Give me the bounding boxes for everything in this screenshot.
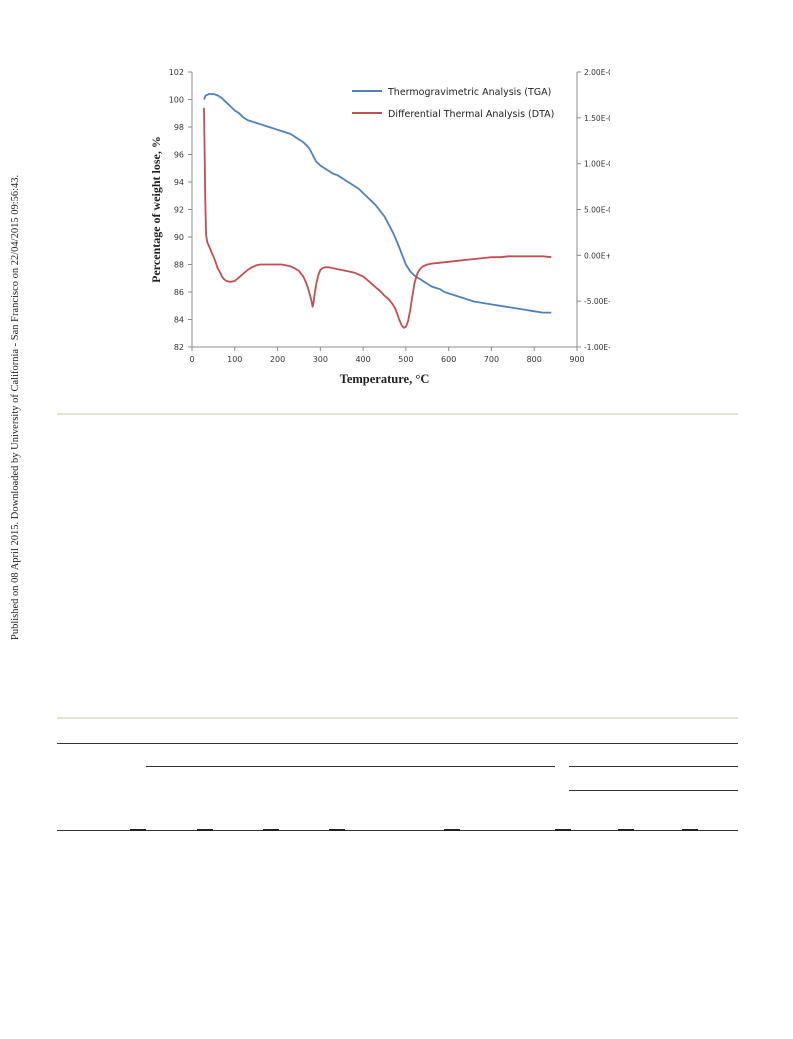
- section-divider-bottom: [57, 717, 738, 719]
- x-tick-label: 200: [270, 355, 285, 364]
- x-tick-label: 400: [355, 355, 370, 364]
- y-right-tick-label: 0.00E+00: [584, 251, 610, 260]
- x-tick-label: 100: [227, 355, 242, 364]
- y-left-tick-label: 86: [174, 288, 184, 297]
- x-tick-label: 900: [569, 355, 584, 364]
- table-column-mark: [329, 829, 345, 831]
- y-left-tick-label: 82: [174, 343, 184, 352]
- y-right-tick-label: 1.50E-02: [584, 114, 610, 123]
- table-column-mark: [682, 829, 698, 831]
- legend-entry-label: Thermogravimetric Analysis (TGA): [387, 87, 551, 98]
- y-left-tick-label: 98: [174, 123, 184, 132]
- x-tick-label: 700: [484, 355, 499, 364]
- y-left-tick-label: 100: [169, 96, 184, 105]
- table-column-mark: [555, 829, 571, 831]
- table-column-mark: [263, 829, 279, 831]
- tga-dta-chart: 0 100 200 300 400 500 600 700 800 900 82 84 86 88 90 92…: [149, 68, 610, 386]
- side-note: Published on 08 April 2015. Downloaded b…: [2, 40, 21, 640]
- y-left-tick-label: 94: [174, 178, 184, 187]
- y-left-tick-label: 102: [169, 68, 184, 77]
- y-right-tick-label: 1.00E-02: [584, 160, 610, 169]
- dta-series-line: [203, 107, 552, 329]
- table-top-rule: [57, 743, 738, 744]
- tga-series-line: [203, 93, 552, 314]
- y-left-axis-title: Percentage of weight lose, %: [149, 136, 163, 283]
- table-header-rule: [57, 830, 738, 831]
- x-tick-label: 800: [527, 355, 542, 364]
- y-right-tick-label: -5.00E-03: [584, 297, 610, 306]
- legend-entry-label: Differential Thermal Analysis (DTA): [388, 109, 554, 120]
- x-tick-label: 0: [189, 355, 194, 364]
- y-right-tick-label: 2.00E-02: [584, 68, 610, 77]
- table-column-mark: [618, 829, 634, 831]
- x-tick-label: 600: [441, 355, 456, 364]
- table-column-mark: [130, 829, 146, 831]
- chart-axes: 0 100 200 300 400 500 600 700 800 900 82 84 86 88 90 92…: [149, 68, 610, 386]
- series-layer: [203, 93, 552, 329]
- side-note-text: Published on 08 April 2015. Downloaded b…: [10, 174, 21, 640]
- x-tick-label: 500: [398, 355, 413, 364]
- y-right-tick-label: -1.00E-02: [584, 343, 610, 352]
- table-column-mark: [197, 829, 213, 831]
- table-subgroup-rule: [569, 790, 738, 791]
- section-divider-top: [57, 413, 738, 415]
- y-left-tick-label: 92: [174, 206, 184, 215]
- y-left-tick-label: 96: [174, 151, 184, 160]
- y-right-tick-label: 5.00E-03: [584, 206, 610, 215]
- y-left-tick-label: 90: [174, 233, 184, 242]
- y-left-tick-label: 88: [174, 261, 184, 270]
- table-column-mark: [444, 829, 460, 831]
- table-group-rule-left: [146, 766, 555, 767]
- table-group-rule-right: [569, 766, 738, 767]
- chart-legend: Thermogravimetric Analysis (TGA) Differen…: [352, 87, 554, 120]
- x-axis-title: Temperature, °C: [340, 372, 430, 386]
- y-left-tick-label: 84: [174, 316, 184, 325]
- x-tick-label: 300: [313, 355, 328, 364]
